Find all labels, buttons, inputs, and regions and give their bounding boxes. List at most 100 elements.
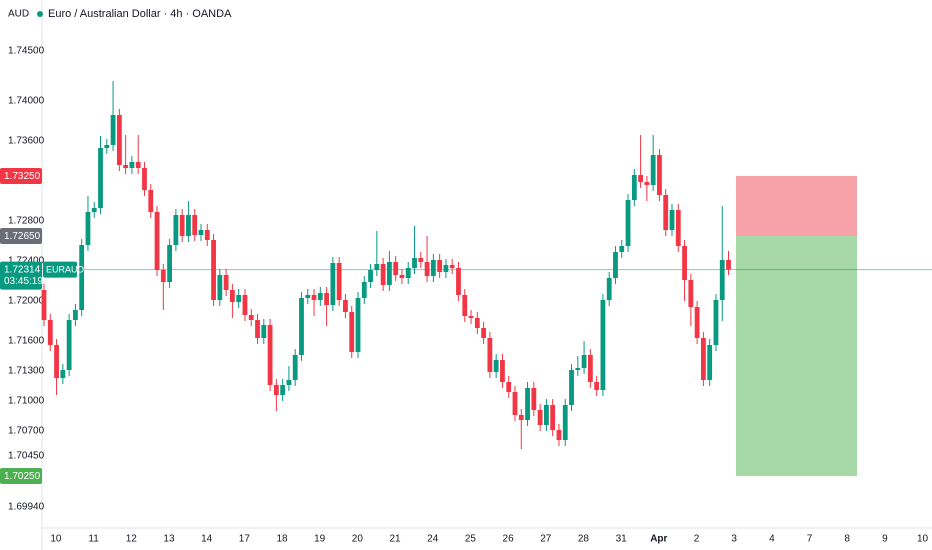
stop-price-box: [0, 168, 42, 184]
candle-body: [73, 310, 78, 320]
candle-body: [575, 368, 581, 370]
x-tick-label: 8: [844, 534, 850, 545]
candle-body: [474, 318, 480, 328]
candle-body: [116, 115, 122, 165]
candle-body: [368, 270, 373, 282]
candle-body: [85, 212, 91, 245]
x-tick-label: 7: [807, 534, 813, 545]
candle-body: [405, 268, 411, 278]
candle-body: [54, 345, 59, 378]
chart-title: Euro / Australian Dollar · 4h · OANDA: [48, 8, 232, 20]
candle-body: [631, 175, 637, 200]
candle-body: [355, 298, 361, 352]
y-tick-label: 1.71300: [8, 366, 45, 377]
candle-body: [230, 290, 235, 302]
candle-body: [600, 300, 606, 390]
candle-body: [236, 295, 242, 302]
candle-body: [223, 275, 229, 290]
candle-body: [104, 145, 110, 148]
x-tick-label: 18: [276, 534, 288, 545]
candle-body: [606, 278, 612, 300]
candle-body: [387, 262, 392, 285]
candle-body: [311, 295, 317, 300]
entry-price-label: 1.72650: [4, 231, 41, 242]
candle-body: [594, 382, 600, 390]
candle-body: [286, 380, 292, 385]
candle-body: [493, 360, 499, 372]
candle-body: [562, 405, 568, 440]
x-tick-label: 3: [731, 534, 737, 545]
candle-body: [242, 295, 248, 315]
symbol-label: EURAUD: [46, 264, 85, 274]
candle-body: [500, 360, 505, 382]
candle-body: [487, 338, 493, 372]
candle-body: [98, 148, 103, 208]
candle-body: [657, 155, 662, 195]
candle-body: [217, 275, 223, 300]
candle-body: [41, 290, 47, 320]
candle-body: [273, 385, 279, 395]
candle-body: [525, 388, 530, 420]
x-tick-label: 12: [126, 534, 138, 545]
stop-zone: [736, 176, 857, 236]
x-tick-label: 4: [769, 534, 775, 545]
candle-body: [669, 210, 675, 230]
candle-body: [160, 270, 166, 282]
candle-body: [518, 415, 524, 420]
last-price-box: [0, 261, 42, 290]
candle-body: [650, 155, 656, 185]
candle-body: [430, 260, 436, 276]
candle-body: [682, 246, 687, 280]
candle-body: [66, 320, 72, 370]
x-tick-label: 31: [616, 534, 628, 545]
candle-body: [613, 252, 618, 278]
candle-body: [380, 264, 386, 285]
candle-body: [349, 312, 355, 352]
candle-body: [550, 405, 556, 430]
candle-body: [330, 263, 336, 305]
candle-body: [110, 115, 116, 145]
symbol-box: [43, 261, 77, 278]
candle-body: [167, 245, 172, 282]
entry-price-box: [0, 228, 42, 244]
x-tick-label: 11: [88, 534, 99, 545]
x-tick-label: 19: [314, 534, 326, 545]
candle-body: [204, 230, 210, 240]
candle-body: [255, 320, 260, 338]
y-tick-label: 1.72400: [8, 256, 45, 267]
candle-body: [531, 388, 537, 410]
candle-body: [581, 355, 587, 368]
candle-body: [336, 263, 342, 300]
y-tick-label: 1.71000: [8, 396, 45, 407]
x-tick-label: 10: [917, 534, 929, 545]
candle-body: [299, 298, 304, 355]
x-tick-label: 13: [163, 534, 175, 545]
candle-body: [512, 392, 518, 415]
candle-body: [317, 293, 323, 300]
stop-price-label: 1.73250: [4, 171, 41, 182]
candle-body: [248, 315, 254, 320]
candle-body: [280, 385, 286, 395]
y-tick-label: 1.73600: [8, 136, 45, 147]
candle-body: [123, 165, 129, 168]
candle-body: [179, 215, 185, 236]
candle-body: [192, 215, 198, 235]
candle-body: [211, 240, 216, 300]
candle-body: [129, 162, 135, 168]
candle-body: [462, 295, 468, 316]
candle-body: [506, 382, 512, 392]
y-tick-label: 1.72800: [8, 216, 45, 227]
candle-body: [399, 275, 405, 278]
x-tick-label: Apr: [650, 534, 667, 545]
candle-body: [198, 230, 204, 235]
candle-body: [556, 430, 562, 440]
candle-body: [619, 246, 625, 252]
x-tick-label: 17: [239, 534, 251, 545]
candle-body: [418, 258, 424, 262]
candle-body: [305, 295, 311, 298]
candle-body: [688, 280, 694, 307]
candle-body: [537, 410, 543, 425]
status-dot: [37, 11, 43, 17]
x-tick-label: 9: [882, 534, 888, 545]
